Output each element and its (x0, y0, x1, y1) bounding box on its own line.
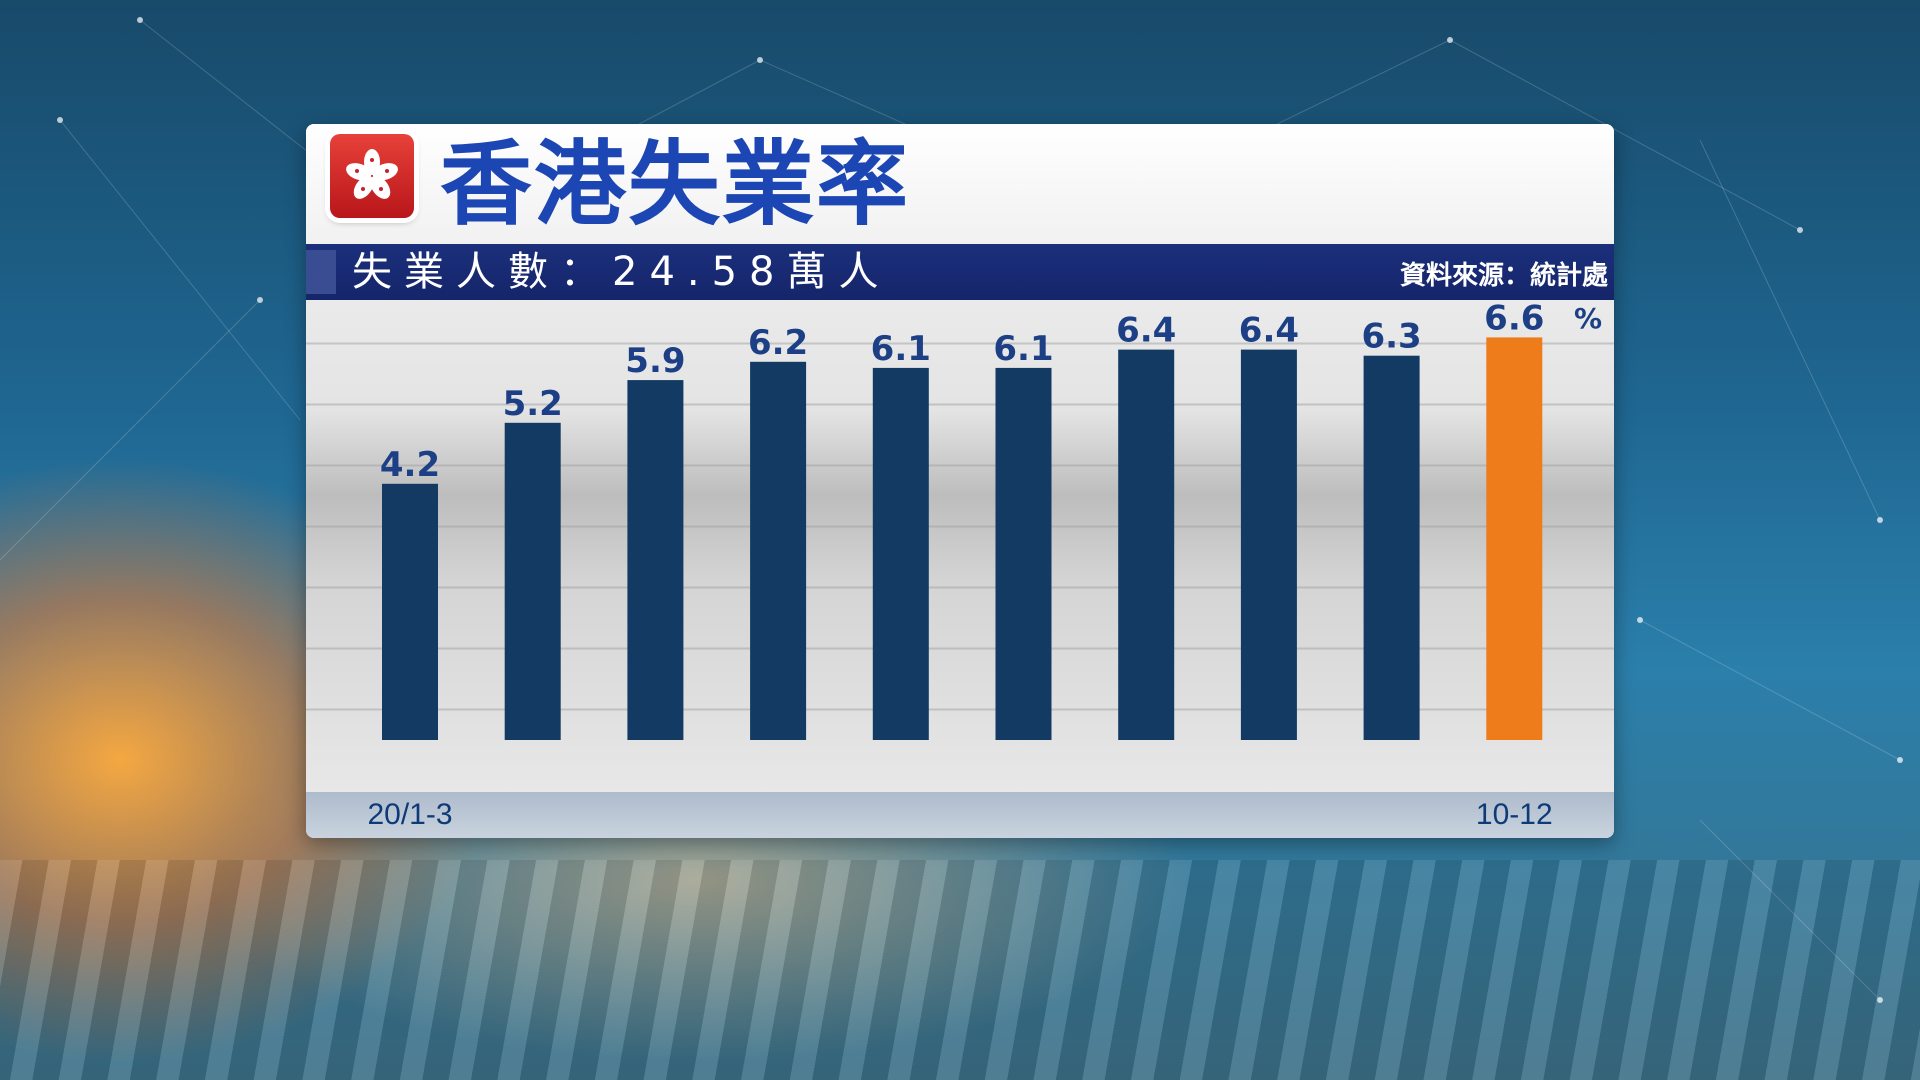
subtitle-bar (306, 244, 1614, 300)
bar (382, 483, 438, 740)
bar (1118, 349, 1175, 740)
data-source: 資料來源：統計處 (1399, 261, 1608, 291)
bar (995, 367, 1052, 740)
chart-subtitle: 失業人數：24.58萬人 (352, 249, 891, 295)
bar-value-label: 6.4 (1116, 311, 1176, 351)
bar-value-label: 6.1 (871, 329, 931, 369)
bar-highlight (1486, 337, 1543, 740)
bar-value-label: 4.2 (380, 445, 440, 485)
bar (750, 361, 807, 740)
x-tick-label: 10-12 (1475, 798, 1553, 831)
subtitle-accent (306, 250, 336, 294)
chart-panel: 香港失業率 失業人數：24.58萬人 資料來源：統計處 % 4.2 5.2 5.9 6… (306, 124, 1614, 838)
bar-value-label: 6.4 (1239, 311, 1299, 351)
bar-value-label: 6.6 (1484, 300, 1544, 338)
bar-value-label: 5.9 (625, 341, 685, 381)
bar (1363, 355, 1420, 740)
chart-title: 香港失業率 (440, 131, 911, 238)
y-unit-label: % (1573, 302, 1602, 335)
bar-chart: 4.2 5.2 5.9 6.2 6.1 6.1 6.4 6.4 6.3 6.6 (306, 300, 1614, 740)
bar-value-label: 5.2 (503, 384, 563, 424)
hk-flag-icon (330, 134, 414, 218)
bar (872, 367, 929, 740)
bar-value-label: 6.2 (748, 323, 808, 363)
bar-value-label: 6.3 (1361, 317, 1421, 357)
title-bar (306, 124, 1614, 244)
x-axis-strip (306, 792, 1614, 838)
background-floor (0, 860, 1920, 1080)
bar (627, 380, 684, 740)
bar (1240, 349, 1297, 740)
bar (504, 422, 561, 740)
x-tick-label: 20/1-3 (367, 798, 453, 831)
bar-value-label: 6.1 (993, 329, 1053, 369)
